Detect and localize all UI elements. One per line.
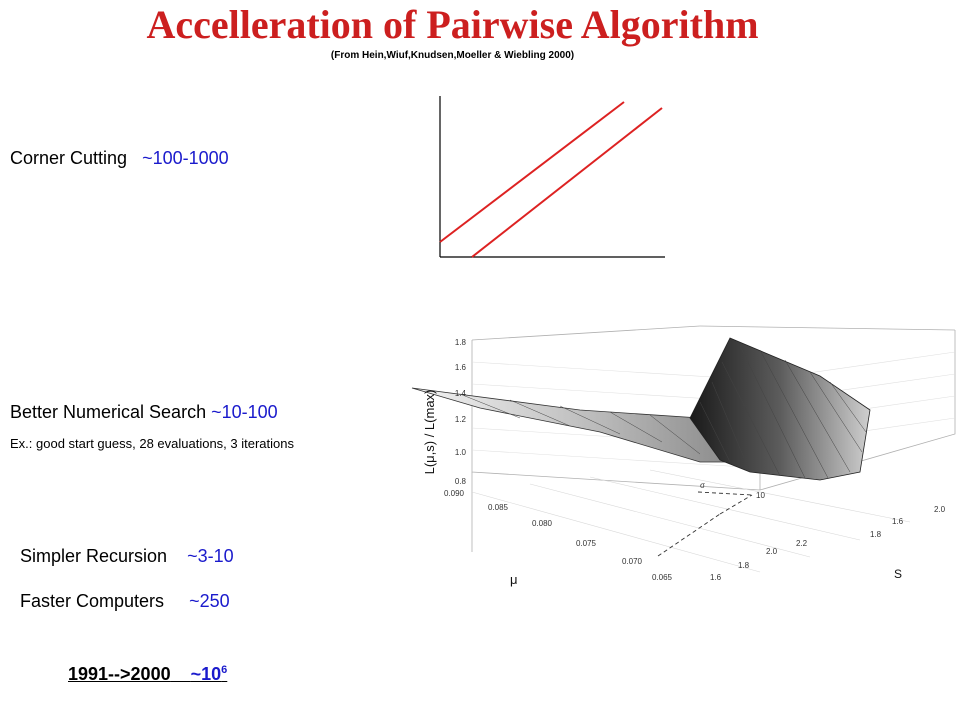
z-axis-label: L(μ,s) / L(max) [422, 390, 437, 475]
z-tick: 1.2 [455, 415, 467, 424]
s-tick: 1.6 [710, 573, 722, 582]
simpler-recursion-row: Simpler Recursion ~3-10 [20, 546, 234, 567]
surface-right-trough [689, 337, 871, 481]
numerical-search-value: ~10-100 [211, 402, 278, 422]
z-tick: 0.8 [455, 477, 467, 486]
mu-axis-label: μ [510, 572, 518, 587]
corner-cutting-diagram [439, 96, 665, 258]
s-tick: 2.0 [934, 505, 946, 514]
faster-computers-label: Faster Computers [20, 591, 165, 611]
corner-cutting-label: Corner Cutting [10, 148, 128, 168]
plot-floor-grid [471, 469, 911, 573]
s-tick: 1.8 [738, 561, 750, 570]
z-axis-ticks: 1.8 1.6 1.4 1.2 1.0 0.8 [455, 338, 467, 486]
s-tick: 2.2 [796, 539, 808, 548]
surface-mesh [459, 345, 867, 479]
mu-tick: 0.090 [444, 489, 465, 498]
surface-left-sheet [411, 387, 736, 463]
simpler-recursion-value: ~3-10 [187, 546, 234, 566]
faster-computers-row: Faster Computers ~250 [20, 591, 230, 612]
likelihood-surface-plot: 1.8 1.6 1.4 1.2 1.0 0.8 L(μ,s) / L(max) … [411, 325, 956, 587]
final-value: ~106 [190, 664, 228, 684]
plot-marker-ten: 10 [756, 491, 765, 500]
mu-tick: 0.085 [488, 503, 509, 512]
s-axis-label: S [894, 567, 902, 581]
s-axis-ticks: 1.6 1.8 2.0 2.2 1.8 1.6 2.0 [710, 505, 946, 582]
plot-projection-lines [657, 491, 753, 557]
numerical-search-note: Ex.: good start guess, 28 evaluations, 3… [10, 436, 295, 451]
mu-axis-ticks: 0.090 0.085 0.080 0.075 0.070 0.065 [444, 489, 673, 582]
diagram-band-upper-line [439, 101, 625, 243]
z-tick: 1.6 [455, 363, 467, 372]
faster-computers-value: ~250 [189, 591, 230, 611]
s-tick: 2.0 [766, 547, 778, 556]
plot-marker-sigma: σ [700, 481, 705, 490]
z-tick: 1.4 [455, 389, 467, 398]
s-tick: 1.8 [870, 530, 882, 539]
s-tick: 1.6 [892, 517, 904, 526]
final-speedup: 1991-->2000 ~106 [68, 664, 227, 685]
final-exponent: 6 [221, 664, 228, 676]
diagram-band-lower-line [471, 107, 663, 258]
corner-cutting-row: Corner Cutting ~100-1000 [10, 148, 229, 169]
corner-cutting-value: ~100-1000 [142, 148, 229, 168]
slide-subtitle: (From Hein,Wiuf,Knudsen,Moeller & Wiebli… [330, 50, 575, 61]
z-tick: 1.8 [455, 338, 467, 347]
numerical-search-row: Better Numerical Search ~10-100 [10, 402, 278, 423]
final-years: 1991-->2000 [68, 664, 171, 684]
slide-title: Accelleration of Pairwise Algorithm [146, 2, 759, 47]
simpler-recursion-label: Simpler Recursion [20, 546, 168, 566]
numerical-search-label: Better Numerical Search [10, 402, 207, 422]
z-tick: 1.0 [455, 448, 467, 457]
mu-tick: 0.065 [652, 573, 673, 582]
mu-tick: 0.075 [576, 539, 597, 548]
mu-tick: 0.080 [532, 519, 553, 528]
mu-tick: 0.070 [622, 557, 643, 566]
